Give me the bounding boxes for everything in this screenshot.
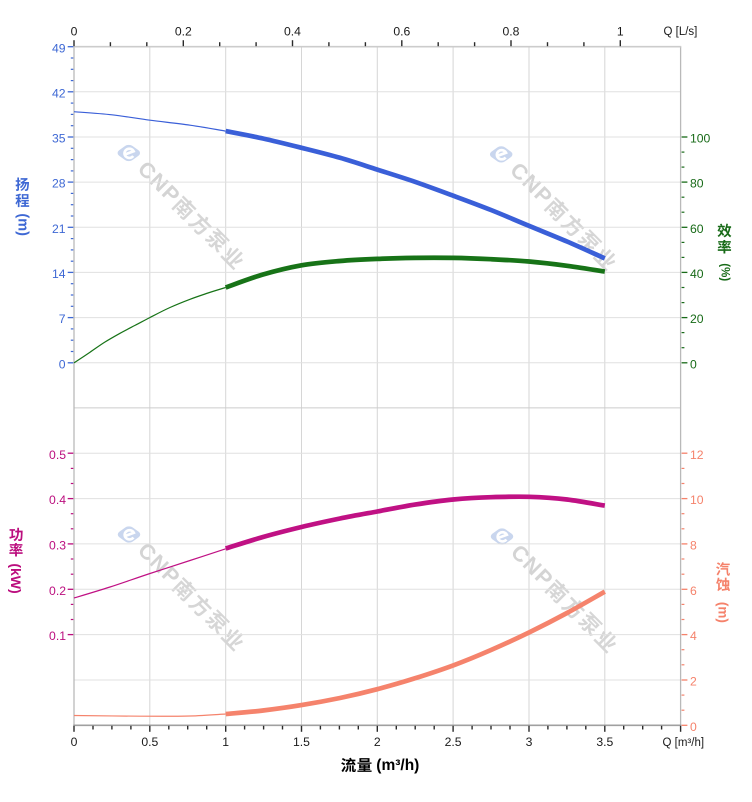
svg-text:20: 20 xyxy=(690,312,704,326)
svg-text:28: 28 xyxy=(52,177,66,191)
svg-text:1: 1 xyxy=(222,735,229,749)
svg-text:2: 2 xyxy=(690,675,697,689)
svg-text:0: 0 xyxy=(71,735,78,749)
svg-text:3: 3 xyxy=(526,735,533,749)
svg-text:0: 0 xyxy=(690,720,697,734)
svg-text:12: 12 xyxy=(690,448,704,462)
svg-text:(m): (m) xyxy=(14,213,30,236)
svg-text:0: 0 xyxy=(59,357,66,371)
svg-text:1.5: 1.5 xyxy=(293,735,310,749)
svg-text:4: 4 xyxy=(690,629,697,643)
svg-text:0.4: 0.4 xyxy=(49,493,66,507)
svg-text:0.5: 0.5 xyxy=(141,735,158,749)
svg-text:(kW): (kW) xyxy=(8,563,24,593)
svg-text:7: 7 xyxy=(59,312,66,326)
svg-text:21: 21 xyxy=(52,222,66,236)
svg-text:1: 1 xyxy=(617,24,624,38)
svg-text:80: 80 xyxy=(690,177,704,191)
svg-text:0.8: 0.8 xyxy=(503,24,520,38)
svg-text:8: 8 xyxy=(690,539,697,553)
svg-text:(m): (m) xyxy=(716,602,731,623)
svg-text:0.5: 0.5 xyxy=(49,448,66,462)
svg-text:0.3: 0.3 xyxy=(49,539,66,553)
svg-text:14: 14 xyxy=(52,267,66,281)
svg-text:60: 60 xyxy=(690,222,704,236)
svg-text:3.5: 3.5 xyxy=(596,735,613,749)
svg-text:40: 40 xyxy=(690,267,704,281)
svg-text:100: 100 xyxy=(690,132,711,146)
svg-text:10: 10 xyxy=(690,493,704,507)
svg-text:0: 0 xyxy=(71,24,78,38)
svg-text:(%): (%) xyxy=(718,263,730,281)
svg-text:42: 42 xyxy=(52,86,66,100)
svg-text:2.5: 2.5 xyxy=(445,735,462,749)
svg-text:0.4: 0.4 xyxy=(284,24,301,38)
svg-text:0.6: 0.6 xyxy=(393,24,410,38)
svg-text:0: 0 xyxy=(690,357,697,371)
svg-text:49: 49 xyxy=(52,41,66,55)
svg-text:0.2: 0.2 xyxy=(49,584,66,598)
svg-text:2: 2 xyxy=(374,735,381,749)
svg-text:Q [m³/h]: Q [m³/h] xyxy=(663,737,705,749)
svg-text:35: 35 xyxy=(52,132,66,146)
svg-text:0.2: 0.2 xyxy=(175,24,192,38)
svg-text:6: 6 xyxy=(690,584,697,598)
svg-text:Q [L/s]: Q [L/s] xyxy=(664,26,698,38)
svg-text:0.1: 0.1 xyxy=(49,629,66,643)
svg-text:(m³/h): (m³/h) xyxy=(372,757,419,774)
